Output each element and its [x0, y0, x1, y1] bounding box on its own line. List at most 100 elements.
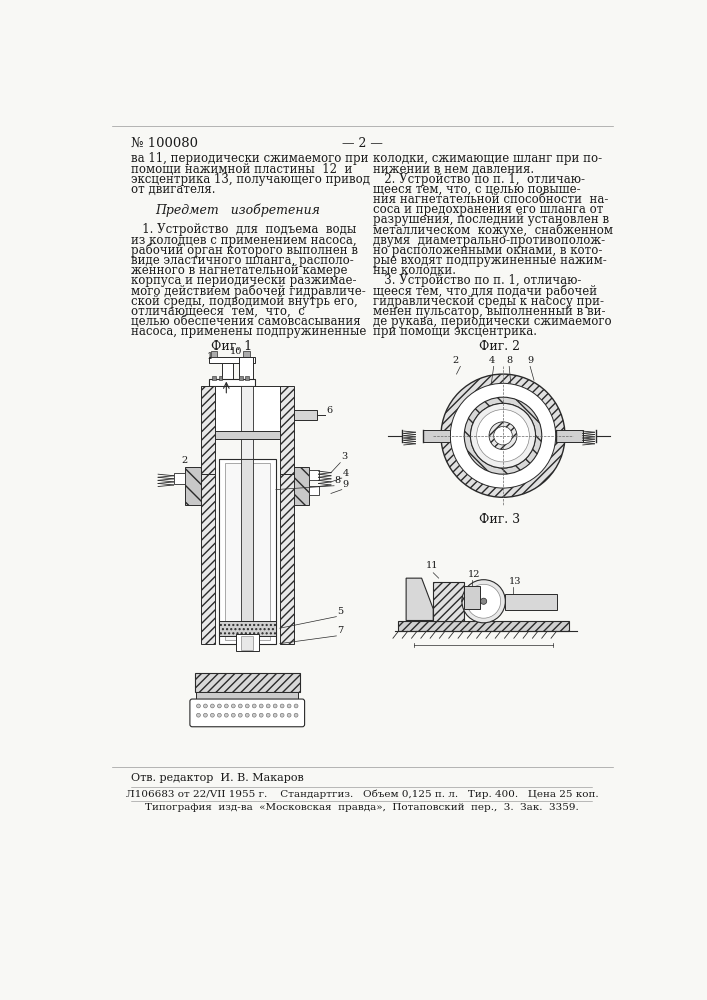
- Circle shape: [464, 397, 542, 474]
- Bar: [293, 410, 317, 420]
- Text: 8: 8: [335, 476, 341, 485]
- Bar: [194, 673, 300, 692]
- Circle shape: [231, 704, 235, 708]
- Text: Типография  изд-ва  «Московская  правда»,  Потаповский  пер.,  3.  Зак.  3359.: Типография изд-ва «Московская правда», П…: [145, 803, 579, 812]
- Text: 9: 9: [527, 356, 533, 365]
- Text: целью обеспечения самовсасывания: целью обеспечения самовсасывания: [131, 315, 361, 328]
- Text: гидравлической среды к насосу при-: гидравлической среды к насосу при-: [373, 295, 604, 308]
- FancyBboxPatch shape: [190, 699, 305, 727]
- Text: отличающееся  тем,  что,  с: отличающееся тем, что, с: [131, 305, 305, 318]
- Circle shape: [259, 713, 263, 717]
- Circle shape: [211, 704, 214, 708]
- Circle shape: [197, 704, 200, 708]
- Circle shape: [245, 704, 249, 708]
- Bar: [211, 351, 217, 357]
- Text: соса и предохранения его шланга от: соса и предохранения его шланга от: [373, 203, 603, 216]
- Circle shape: [280, 704, 284, 708]
- Bar: [464, 586, 480, 609]
- Text: помощи нажимной пластины  12  и: помощи нажимной пластины 12 и: [131, 163, 352, 176]
- Circle shape: [287, 713, 291, 717]
- Text: щееся тем, что, с целью повыше-: щееся тем, что, с целью повыше-: [373, 183, 580, 196]
- Text: ской среды, подводимой внутрь его,: ской среды, подводимой внутрь его,: [131, 295, 358, 308]
- Circle shape: [467, 584, 501, 618]
- Bar: [556, 430, 583, 442]
- Bar: [309, 486, 319, 495]
- Text: 2: 2: [182, 456, 187, 465]
- Text: ния нагнетательной способности  на-: ния нагнетательной способности на-: [373, 193, 608, 206]
- Text: щееся тем, что для подачи рабочей: щееся тем, что для подачи рабочей: [373, 284, 597, 298]
- Text: 12: 12: [468, 570, 481, 579]
- Bar: [280, 474, 293, 644]
- Circle shape: [489, 422, 517, 450]
- Circle shape: [231, 713, 235, 717]
- Text: 1. Устройство  для  подъема  воды: 1. Устройство для подъема воды: [131, 223, 356, 236]
- Bar: [245, 376, 249, 380]
- Circle shape: [287, 704, 291, 708]
- Text: 1: 1: [207, 352, 214, 361]
- Bar: [280, 386, 293, 474]
- Bar: [218, 620, 276, 636]
- Bar: [218, 459, 276, 644]
- Circle shape: [273, 713, 277, 717]
- Bar: [215, 386, 280, 433]
- Polygon shape: [406, 578, 433, 620]
- Circle shape: [252, 704, 256, 708]
- Text: 13: 13: [509, 577, 522, 586]
- Bar: [212, 376, 216, 380]
- Circle shape: [197, 713, 200, 717]
- Text: эксцентрика 13, получающего привод: эксцентрика 13, получающего привод: [131, 173, 370, 186]
- Circle shape: [481, 598, 486, 604]
- Bar: [215, 431, 280, 439]
- Text: № 100080: № 100080: [131, 137, 198, 150]
- Bar: [218, 376, 223, 380]
- Bar: [235, 634, 259, 651]
- Bar: [506, 594, 557, 610]
- Circle shape: [462, 580, 506, 623]
- Bar: [241, 636, 253, 650]
- Text: 7: 7: [337, 626, 344, 635]
- Circle shape: [238, 713, 243, 717]
- Bar: [225, 463, 270, 640]
- Bar: [423, 430, 450, 442]
- Bar: [293, 466, 309, 505]
- Circle shape: [280, 713, 284, 717]
- Circle shape: [441, 374, 565, 497]
- Bar: [223, 363, 233, 379]
- Text: 3. Устройство по п. 1, отличаю-: 3. Устройство по п. 1, отличаю-: [373, 274, 581, 287]
- Bar: [174, 473, 185, 484]
- Circle shape: [470, 403, 535, 468]
- Text: рабочий орган которого выполнен в: рабочий орган которого выполнен в: [131, 244, 358, 257]
- Circle shape: [470, 403, 535, 468]
- Text: при помощи эксцентрика.: при помощи эксцентрика.: [373, 325, 537, 338]
- Bar: [243, 351, 250, 357]
- Circle shape: [211, 713, 214, 717]
- Text: 4: 4: [343, 469, 349, 478]
- Text: от двигателя.: от двигателя.: [131, 183, 216, 196]
- Bar: [241, 459, 253, 644]
- Bar: [241, 386, 253, 502]
- Circle shape: [273, 704, 277, 708]
- Text: Предмет   изобретения: Предмет изобретения: [155, 203, 320, 217]
- Text: 4: 4: [489, 356, 496, 365]
- Text: насоса, применены подпружиненные: насоса, применены подпружиненные: [131, 325, 366, 338]
- Bar: [209, 379, 255, 386]
- Text: Отв. редактор  И. В. Макаров: Отв. редактор И. В. Макаров: [131, 773, 304, 783]
- Bar: [209, 357, 255, 363]
- Text: двумя  диаметрально-противополож-: двумя диаметрально-противополож-: [373, 234, 605, 247]
- Text: 2. Устройство по п. 1,  отличаю-: 2. Устройство по п. 1, отличаю-: [373, 173, 585, 186]
- Text: рые входят подпружиненные нажим-: рые входят подпружиненные нажим-: [373, 254, 607, 267]
- Text: разрушения, последний установлен в: разрушения, последний установлен в: [373, 213, 609, 226]
- Circle shape: [294, 704, 298, 708]
- Text: металлическом  кожухе,  снабженном: металлическом кожухе, снабженном: [373, 223, 613, 237]
- Bar: [398, 620, 569, 631]
- Text: женного в нагнетательной камере: женного в нагнетательной камере: [131, 264, 348, 277]
- Text: Л106683 от 22/VII 1955 г.    Стандартгиз.   Объем 0,125 п. л.   Тир. 400.   Цена: Л106683 от 22/VII 1955 г. Стандартгиз. О…: [126, 789, 598, 799]
- Text: мого действием рабочей гидравличе-: мого действием рабочей гидравличе-: [131, 284, 366, 298]
- Circle shape: [259, 704, 263, 708]
- Circle shape: [224, 713, 228, 717]
- Bar: [239, 376, 243, 380]
- Circle shape: [238, 704, 243, 708]
- Circle shape: [204, 713, 207, 717]
- Circle shape: [450, 383, 556, 488]
- Text: 3: 3: [341, 452, 347, 461]
